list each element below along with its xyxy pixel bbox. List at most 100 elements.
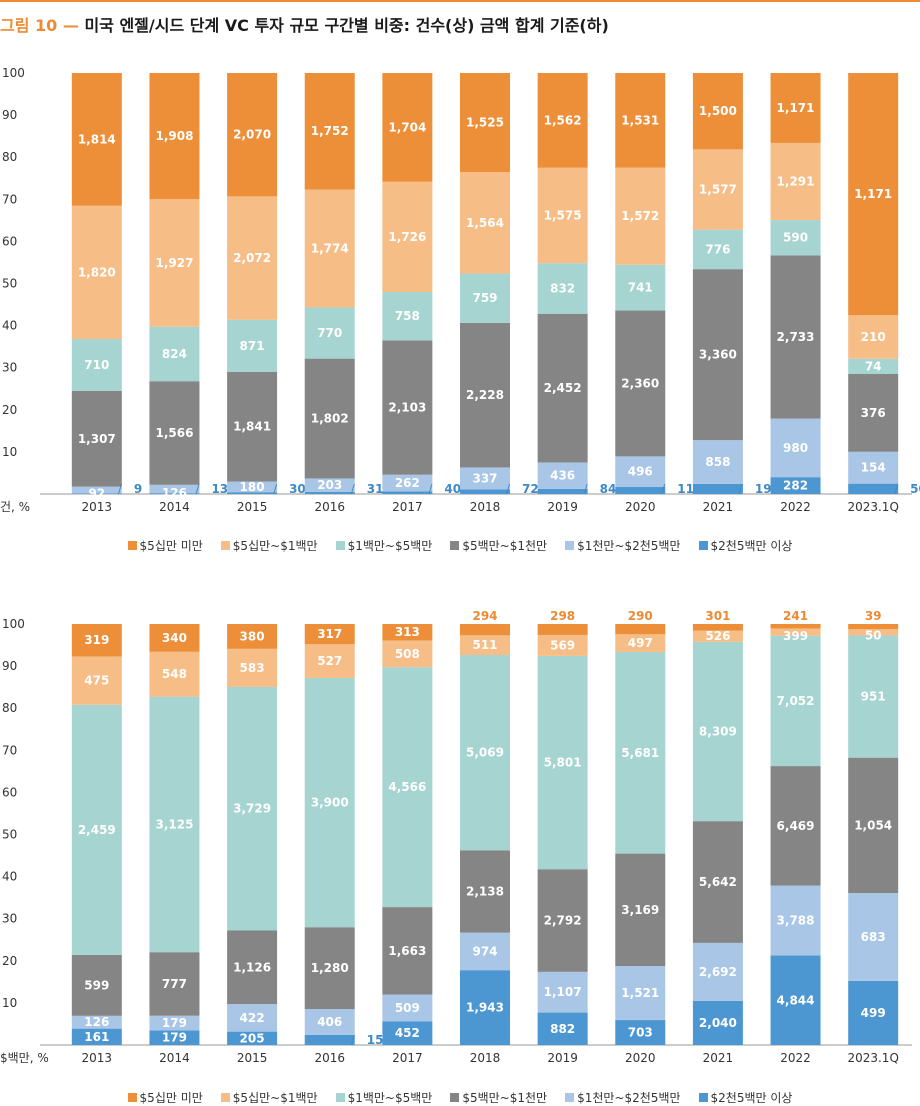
data-label: 2,228 [466,388,504,402]
data-label: 376 [861,406,886,420]
data-label: 1,774 [311,241,349,255]
x-tick-label: 2021 [703,1051,734,1065]
x-tick-label: 2018 [470,500,501,514]
chart-top-count: 10 20 30 40 50 60 70 80 90 100 건, % 1,814 1,820 710 1,… [0,66,920,514]
figure-title-text: 미국 엔젤/시드 단계 VC 투자 규모 구간별 비중: 건수(상) 금액 합계… [84,16,609,35]
data-label: 92 [88,486,105,500]
bar-segment [537,462,588,489]
data-label: 1,814 [78,132,116,146]
bar-segment [382,1021,433,1045]
data-label: 1,521 [621,986,659,1000]
data-label: 1,663 [388,944,426,958]
y-tick-label: 40 [2,319,17,333]
data-label: 758 [395,309,420,323]
small-value-slash: / [894,482,899,496]
bar-segment [227,624,278,649]
x-tick-label: 2019 [547,500,578,514]
y-tick-label: 100 [2,617,25,631]
legend-swatch [335,541,345,550]
legend-label: $2천5백만 이상 [710,539,793,553]
data-label: 1,531 [621,113,659,127]
data-label: 126 [84,1015,109,1029]
bar-segment [692,821,743,943]
bar-segment [460,467,510,490]
data-label: 241 [783,609,808,623]
bar-segment [615,1020,666,1045]
legend-label: $5백만~$1천만 [462,1091,548,1105]
bar-segment [692,630,743,642]
bar-segment [537,624,588,635]
bar-segment [382,181,433,293]
legend-item: $1백만~$5백만 [335,537,432,554]
data-label: 871 [240,339,265,353]
bar-segment [460,635,510,656]
data-label: 1,525 [466,116,504,130]
x-tick-label: 2023.1Q [847,500,898,514]
bar-segment [71,486,122,494]
bar-segment [149,326,200,382]
bar-segment [692,440,743,484]
data-label: 4,844 [777,993,815,1007]
unit-label: 건, % [0,500,30,514]
data-label: 294 [472,609,497,623]
figure-title: 그림 10 — 미국 엔젤/시드 단계 VC 투자 규모 구간별 비중: 건수(… [0,12,609,36]
data-label: 50 [865,628,882,642]
bar-segment [770,418,821,478]
y-tick-label: 30 [2,361,17,375]
y-tick-label: 60 [2,785,17,799]
x-tick-label: 2022 [780,1051,811,1065]
bar-segment [227,1004,278,1032]
bar-segment [460,932,510,971]
data-label: 475 [84,674,109,688]
data-label: 1,575 [544,209,582,223]
bar-segment [460,489,510,494]
data-label: 858 [705,455,730,469]
data-label: 776 [705,242,730,256]
bar-segment [304,189,355,308]
data-label: 3,900 [311,796,349,810]
bar-segment [615,310,666,457]
data-label: 13 [211,482,228,496]
bar-segment [71,73,122,206]
bar-segment [770,477,821,494]
chart-bottom-amount: 10 20 30 40 50 60 70 80 90 100 $백만, % 319 475 2,459 59… [0,609,912,1065]
bar-segment [227,1031,278,1045]
bar-segment [615,264,666,311]
bar-segment [537,73,588,168]
legend-item: $2천5백만 이상 [698,1089,792,1106]
bar-segment [770,255,821,419]
data-label: 496 [628,465,653,479]
bar-segment [692,1000,743,1045]
bar-segment [848,629,899,636]
bar-segment [770,142,821,221]
data-label: 2,452 [544,381,582,395]
data-label: 770 [317,326,342,340]
data-label: 340 [162,631,187,645]
legend-swatch [698,541,708,550]
y-tick-label: 70 [2,743,17,757]
data-label: 5,801 [544,756,582,770]
data-label: 710 [84,358,109,372]
data-label: 497 [628,636,653,650]
legend-label: $5십만 미만 [139,539,203,553]
data-label: 380 [240,629,265,643]
bar-segment [770,885,821,956]
bar-segment [537,313,588,463]
bar-segment [770,635,821,767]
bar-segment [149,651,200,697]
data-label: 1,126 [233,960,271,974]
bar-segment [848,451,899,484]
bar-segment [537,869,588,972]
bar-segment [615,487,666,494]
bar-segment [149,381,200,485]
legend-item: $1백만~$5백만 [335,1089,432,1106]
bar-segment [382,624,433,641]
legend-label: $5십만~$1백만 [232,539,318,553]
data-label: 1,564 [466,216,504,230]
data-label: 1,752 [311,124,349,138]
bar-segment [71,1028,122,1045]
data-label: 2,070 [233,128,271,142]
y-tick-label: 10 [2,996,17,1010]
x-tick-label: 2020 [625,500,656,514]
data-label: 161 [84,1030,109,1044]
